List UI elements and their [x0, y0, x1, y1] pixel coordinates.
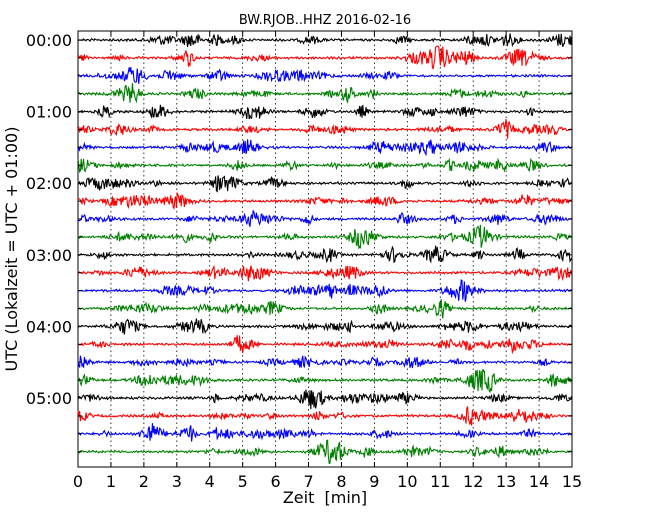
x-tick-label: 9 [369, 472, 379, 491]
seismogram-trace [77, 191, 572, 210]
x-tick-label: 12 [463, 472, 483, 491]
y-tick-label: 05:00 [26, 389, 72, 408]
seismogram-trace [77, 245, 573, 264]
x-tick-label: 4 [205, 472, 215, 491]
x-tick-label: 5 [238, 472, 248, 491]
seismogram-trace [77, 423, 572, 442]
seismogram-trace [77, 406, 572, 426]
y-axis: 00:00 01:00 02:00 03:00 04:00 05:00 [26, 31, 572, 453]
grid-lines [110, 31, 540, 467]
seismogram-trace [77, 104, 572, 120]
x-tick-label: 15 [562, 472, 582, 491]
x-tick-label: 2 [139, 472, 149, 491]
y-tick-label: 00:00 [26, 31, 72, 50]
x-tick-label: 10 [397, 472, 417, 491]
seismogram-trace [77, 175, 573, 193]
seismogram-trace [77, 298, 573, 319]
x-tick-label: 0 [73, 472, 83, 491]
seismogram-trace [77, 335, 572, 355]
chart-title: BW.RJOB..HHZ 2016-02-16 [239, 13, 411, 28]
seismogram-trace [77, 368, 573, 394]
y-tick-label: 01:00 [26, 103, 72, 122]
x-tick-label: 14 [529, 472, 549, 491]
seismogram-trace [77, 45, 572, 70]
x-axis-label: Zeit [min] [283, 488, 367, 507]
x-tick-label: 6 [271, 472, 281, 491]
plot-frame [77, 30, 573, 468]
x-tick-label: 13 [496, 472, 516, 491]
seismogram-trace [77, 389, 573, 410]
y-axis-label: UTC (Lokalzeit = UTC + 01:00) [2, 127, 21, 372]
seismogram-trace [77, 355, 573, 369]
y-tick-label: 03:00 [26, 246, 72, 265]
seismogram-trace [77, 209, 572, 227]
seismogram-trace [77, 67, 572, 84]
seismogram-traces [77, 33, 573, 465]
seismogram-trace [77, 439, 573, 465]
seismogram-trace [77, 83, 573, 104]
seismogram-trace [77, 279, 572, 302]
seismogram-trace [77, 264, 573, 282]
seismogram-trace [77, 33, 573, 48]
x-tick-label: 3 [172, 472, 182, 491]
x-axis: 0 1 2 3 4 5 6 7 8 9 10 11 12 13 14 15 [73, 31, 582, 491]
x-tick-label: 11 [430, 472, 450, 491]
x-tick-label: 1 [106, 472, 116, 491]
x-tick-label: 7 [303, 472, 313, 491]
seismogram-trace [77, 157, 572, 173]
y-tick-label: 02:00 [26, 174, 72, 193]
seismogram-trace [77, 139, 573, 157]
seismogram-trace [77, 318, 573, 335]
x-tick-label: 8 [336, 472, 346, 491]
seismogram-trace [77, 118, 572, 139]
y-tick-label: 04:00 [26, 317, 72, 336]
seismogram-trace [77, 224, 572, 250]
